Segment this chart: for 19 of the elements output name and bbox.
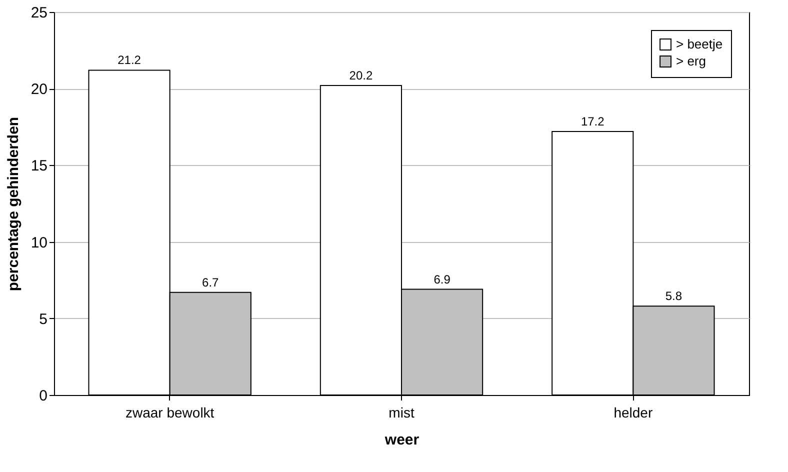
- y-tick-label: 10: [30, 234, 48, 252]
- data-label: 5.8: [665, 289, 682, 304]
- x-tick-label: zwaar bewolkt: [125, 404, 214, 420]
- y-axis-title: percentage gehinderden: [4, 116, 22, 292]
- y-tick-label: 15: [30, 158, 48, 175]
- y-tick-label: 5: [39, 310, 48, 328]
- legend-label: > erg: [676, 54, 706, 68]
- x-tick-label: helder: [614, 404, 653, 420]
- y-tick-label: 0: [39, 388, 48, 404]
- y-tick-label: 20: [30, 81, 48, 98]
- data-label: 6.9: [434, 272, 451, 286]
- x-tick-label: mist: [388, 404, 414, 420]
- data-label: 20.2: [349, 68, 373, 83]
- x-axis-title: weer: [384, 432, 420, 448]
- legend-label: > beetje: [676, 36, 723, 52]
- data-label: 17.2: [580, 114, 605, 128]
- data-label: 6.7: [202, 275, 220, 290]
- data-label: 21.2: [118, 53, 142, 68]
- y-tick-label: 25: [30, 4, 48, 22]
